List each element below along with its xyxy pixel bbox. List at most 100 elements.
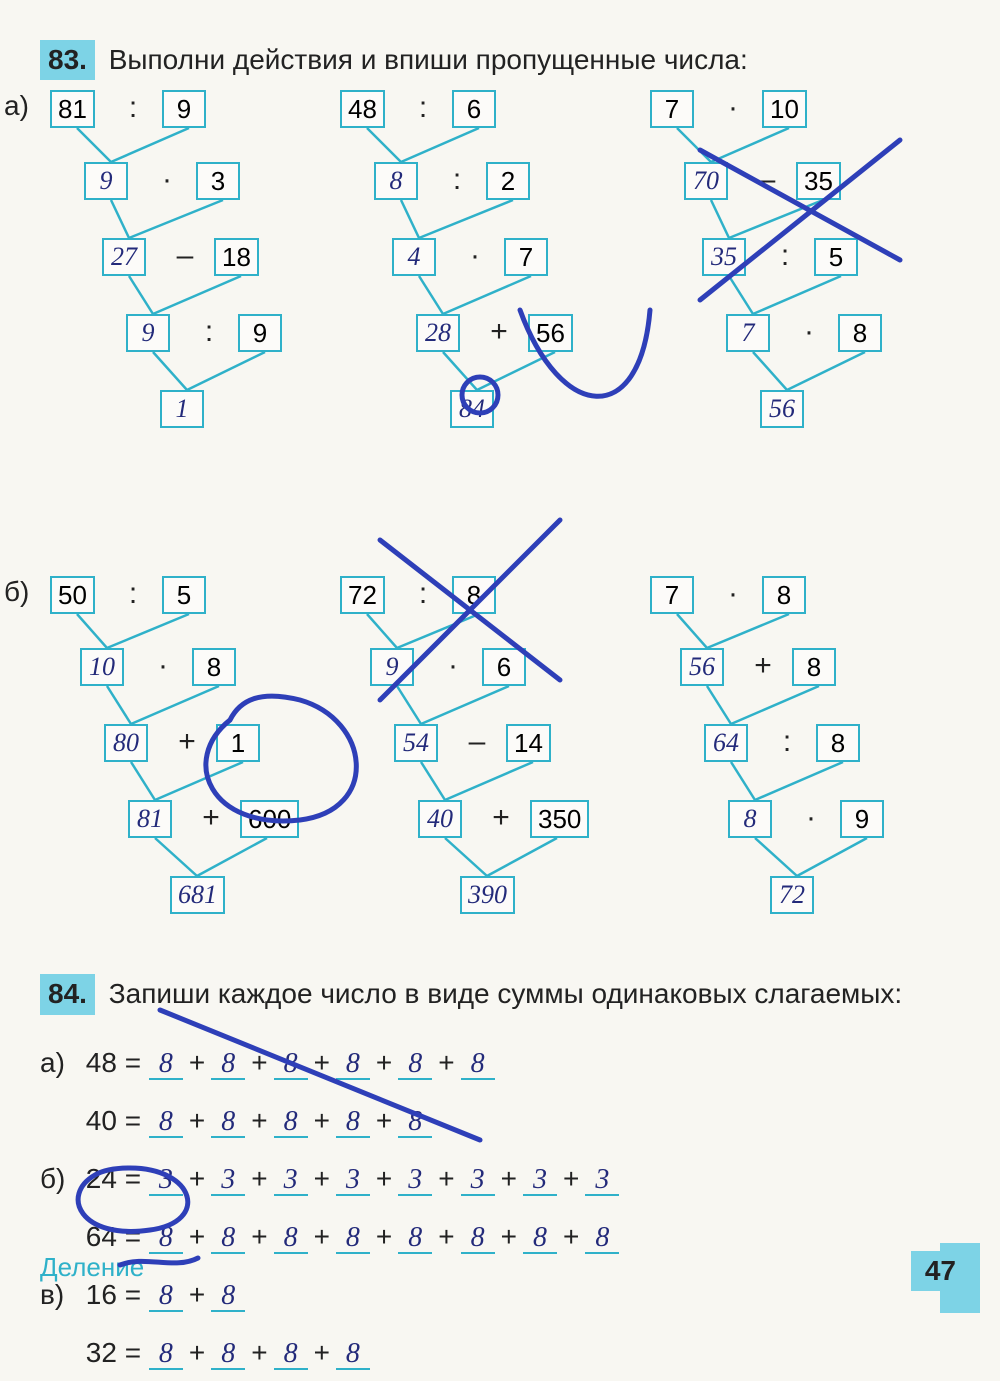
term-blank: 3 — [398, 1166, 432, 1196]
operator: · — [796, 800, 826, 836]
plus: + — [183, 1047, 211, 1078]
calc-box: 7 — [650, 90, 694, 128]
plus: + — [432, 1163, 460, 1194]
row-lhs: 16 = — [86, 1279, 141, 1310]
calc-box: 8 — [728, 800, 772, 838]
calc-box: 8 — [762, 576, 806, 614]
calc-box: 28 — [416, 314, 460, 352]
calc-box: 390 — [460, 876, 515, 914]
sum-row: а) 48 = 8+8+8+8+8+8 — [40, 1035, 960, 1091]
row-lhs: 48 = — [86, 1047, 141, 1078]
ex83-trees-b: б) 50:510·880+181+60068172:89·654–1440+3… — [40, 576, 960, 956]
plus: + — [245, 1105, 273, 1136]
term-blank: 8 — [211, 1340, 245, 1370]
calc-box: 681 — [170, 876, 225, 914]
ex84-heading: 84. Запиши каждое число в виде суммы оди… — [40, 974, 960, 1014]
row-lhs: 24 = — [86, 1163, 141, 1194]
calc-box: 9 — [126, 314, 170, 352]
calc-box: 8 — [838, 314, 882, 352]
calc-box: 8 — [816, 724, 860, 762]
calc-box: 8 — [452, 576, 496, 614]
term-blank: 8 — [461, 1050, 495, 1080]
operator: · — [460, 238, 490, 274]
term-blank: 8 — [336, 1224, 370, 1254]
plus: + — [370, 1221, 398, 1252]
ex83-heading: 83. Выполни действия и впиши пропущенные… — [40, 40, 960, 80]
term-blank: 8 — [149, 1224, 183, 1254]
plus: + — [557, 1163, 585, 1194]
page: 83. Выполни действия и впиши пропущенные… — [40, 40, 960, 1273]
calc-box: 56 — [528, 314, 573, 352]
calc-box: 72 — [770, 876, 814, 914]
operator: + — [486, 800, 516, 836]
plus: + — [245, 1163, 273, 1194]
ex83-trees-a: а) 81:99·327–189:9148:68:24·728+56847·10… — [40, 90, 960, 570]
calc-box: 9 — [238, 314, 282, 352]
calc-box: 56 — [680, 648, 724, 686]
term-blank: 3 — [149, 1166, 183, 1196]
term-blank: 8 — [585, 1224, 619, 1254]
term-blank: 3 — [585, 1166, 619, 1196]
calc-box: 10 — [80, 648, 124, 686]
ex83-title: Выполни действия и впиши пропущенные чис… — [109, 44, 748, 75]
calc-box: 70 — [684, 162, 728, 200]
plus: + — [370, 1047, 398, 1078]
calc-box: 50 — [50, 576, 95, 614]
calc-box: 10 — [762, 90, 807, 128]
term-blank: 3 — [461, 1166, 495, 1196]
term-blank: 8 — [274, 1050, 308, 1080]
operator: – — [752, 162, 782, 198]
plus: + — [308, 1163, 336, 1194]
calc-box: 350 — [530, 800, 589, 838]
ex84-body: а) 48 = 8+8+8+8+8+8 40 = 8+8+8+8+8б) 24 … — [40, 1035, 960, 1381]
operator: + — [484, 314, 514, 350]
plus: + — [183, 1279, 211, 1310]
sum-row: в) 16 = 8+8 — [40, 1267, 960, 1323]
term-blank: 8 — [149, 1340, 183, 1370]
operator: : — [118, 576, 148, 612]
label-b: б) — [4, 576, 29, 608]
calc-box: 8 — [374, 162, 418, 200]
operator: · — [718, 576, 748, 612]
plus: + — [495, 1221, 523, 1252]
operator: : — [118, 90, 148, 126]
row-lhs: 40 = — [86, 1105, 141, 1136]
plus: + — [370, 1105, 398, 1136]
calc-box: 56 — [760, 390, 804, 428]
plus: + — [308, 1047, 336, 1078]
calc-box: 1 — [216, 724, 260, 762]
term-blank: 8 — [336, 1108, 370, 1138]
plus: + — [432, 1221, 460, 1252]
operator: + — [748, 648, 778, 684]
operator: : — [442, 162, 472, 198]
calc-box: 9 — [370, 648, 414, 686]
calc-box: 18 — [214, 238, 259, 276]
calc-box: 80 — [104, 724, 148, 762]
calc-box: 8 — [192, 648, 236, 686]
calc-box: 64 — [704, 724, 748, 762]
plus: + — [245, 1337, 273, 1368]
term-blank: 8 — [274, 1108, 308, 1138]
operator: : — [408, 576, 438, 612]
plus: + — [183, 1163, 211, 1194]
calc-box: 35 — [796, 162, 841, 200]
calc-box: 48 — [340, 90, 385, 128]
calc-box: 8 — [792, 648, 836, 686]
row-label: а) — [40, 1035, 78, 1091]
plus: + — [308, 1105, 336, 1136]
term-blank: 3 — [211, 1166, 245, 1196]
operator: · — [148, 648, 178, 684]
term-blank: 8 — [274, 1340, 308, 1370]
plus: + — [432, 1047, 460, 1078]
plus: + — [183, 1337, 211, 1368]
page-number: 47 — [911, 1251, 970, 1291]
term-blank: 8 — [336, 1050, 370, 1080]
calc-box: 1 — [160, 390, 204, 428]
calc-box: 27 — [102, 238, 146, 276]
operator: : — [194, 314, 224, 350]
term-blank: 8 — [398, 1050, 432, 1080]
calc-box: 7 — [650, 576, 694, 614]
term-blank: 8 — [211, 1050, 245, 1080]
row-lhs: 64 = — [86, 1221, 141, 1252]
plus: + — [308, 1221, 336, 1252]
